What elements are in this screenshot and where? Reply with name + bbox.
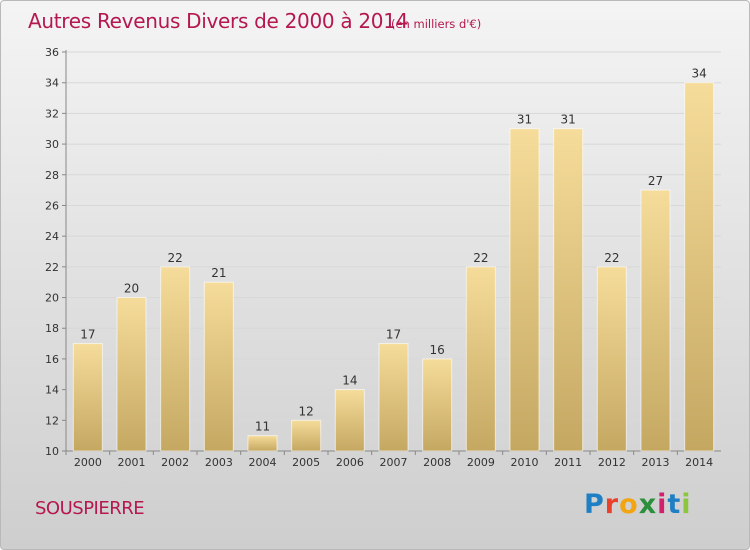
bar: [72, 343, 103, 452]
bar-value-label: 17: [386, 328, 401, 342]
bar-value-label: 11: [255, 420, 270, 434]
x-tick-label: 2011: [554, 456, 582, 469]
y-tick-label: 10: [45, 445, 59, 458]
bar: [291, 419, 322, 452]
x-tick-label: 2002: [161, 456, 189, 469]
x-tick-label: 2006: [336, 456, 364, 469]
bar-value-label: 17: [80, 328, 95, 342]
bar-value-label: 16: [430, 343, 445, 357]
bar-value-label: 31: [517, 113, 532, 127]
y-tick-label: 18: [45, 322, 59, 335]
logo-letter: i: [657, 489, 668, 520]
bar-value-label: 31: [561, 113, 576, 127]
x-tick-label: 2000: [74, 456, 102, 469]
logo-letter: r: [604, 489, 620, 520]
bar-value-label: 22: [473, 251, 488, 265]
logo-letter: i: [681, 489, 692, 520]
bar: [247, 435, 278, 452]
y-tick-label: 28: [45, 169, 59, 182]
bar: [378, 343, 409, 452]
y-tick-label: 36: [45, 46, 59, 59]
x-tick-label: 2014: [685, 456, 713, 469]
bar: [116, 297, 147, 452]
x-tick-label: 2001: [118, 456, 146, 469]
y-tick-label: 26: [45, 199, 59, 212]
x-tick-label: 2013: [642, 456, 670, 469]
bar: [684, 82, 715, 452]
bar-value-label: 20: [124, 282, 139, 296]
x-tick-label: 2008: [423, 456, 451, 469]
y-tick-label: 14: [45, 384, 59, 397]
logo-letter: P: [584, 489, 605, 520]
y-tick-label: 34: [45, 77, 59, 90]
logo-letter: t: [667, 489, 682, 520]
bar-value-label: 34: [692, 67, 707, 81]
bar: [203, 281, 234, 452]
y-tick-label: 30: [45, 138, 59, 151]
bar-value-label: 22: [604, 251, 619, 265]
bar: [553, 128, 584, 452]
x-tick-label: 2012: [598, 456, 626, 469]
bar: [509, 128, 540, 452]
x-tick-label: 2005: [292, 456, 320, 469]
x-tick-label: 2004: [249, 456, 277, 469]
logo-letter: x: [638, 489, 658, 520]
y-tick-label: 24: [45, 230, 59, 243]
bar-value-label: 22: [168, 251, 183, 265]
commune-name: SOUSPIERRE: [35, 498, 145, 519]
bar-value-label: 12: [299, 404, 314, 418]
x-tick-label: 2010: [511, 456, 539, 469]
chart-title: Autres Revenus Divers de 2000 à 2014: [28, 9, 409, 33]
x-tick-label: 2009: [467, 456, 495, 469]
y-tick-label: 12: [45, 414, 59, 427]
bar: [596, 266, 627, 452]
bar-value-label: 21: [211, 266, 226, 280]
x-tick-label: 2007: [380, 456, 408, 469]
y-tick-label: 20: [45, 292, 59, 305]
chart-subtitle: (en milliers d'€): [391, 17, 482, 31]
bar: [465, 266, 496, 452]
x-tick-label: 2003: [205, 456, 233, 469]
bar: [422, 358, 453, 452]
y-tick-label: 32: [45, 107, 59, 120]
y-tick-label: 16: [45, 353, 59, 366]
logo-letter: o: [619, 489, 639, 520]
bar: [640, 189, 671, 452]
bar: [334, 389, 365, 452]
y-tick-label: 22: [45, 261, 59, 274]
bar-value-label: 14: [342, 374, 357, 388]
bar: [160, 266, 191, 452]
proxiti-logo: Proxiti: [584, 489, 692, 520]
bar-value-label: 27: [648, 174, 663, 188]
